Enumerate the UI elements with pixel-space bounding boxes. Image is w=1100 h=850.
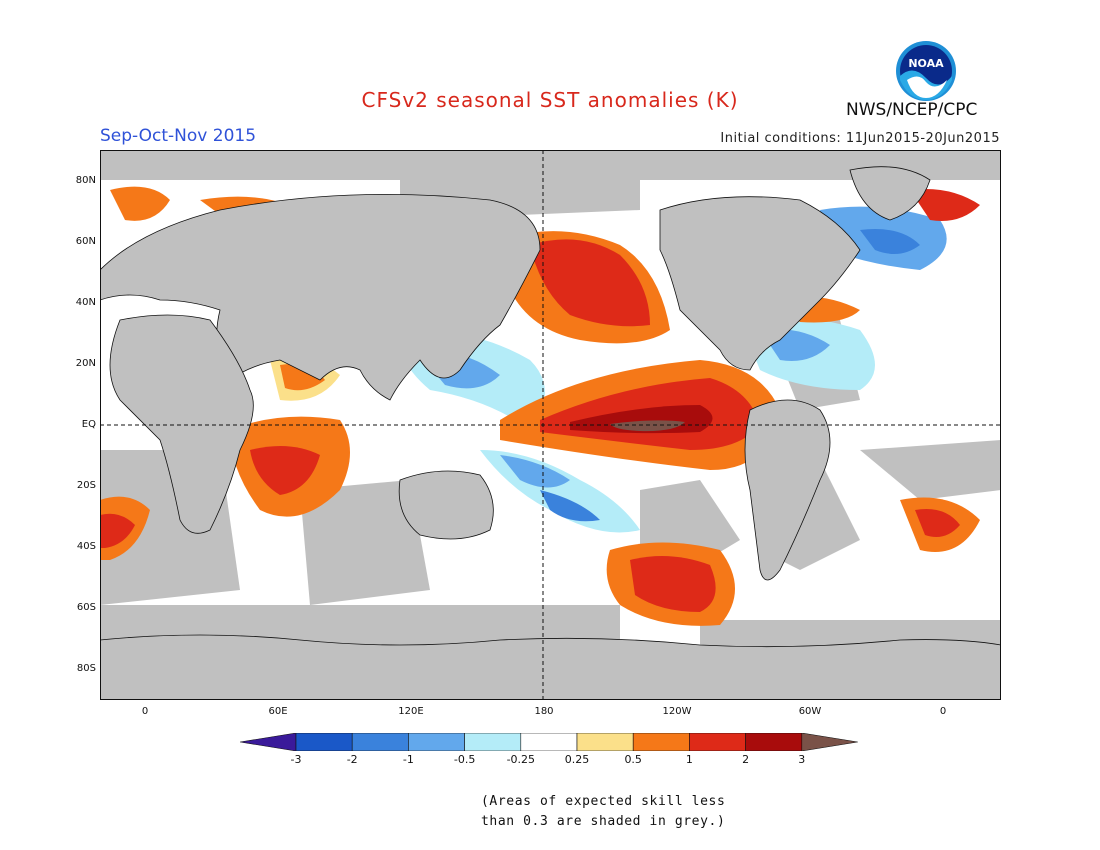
colorbar-tick-label: 1 bbox=[685, 753, 693, 766]
agency-label: NWS/NCEP/CPC bbox=[846, 100, 978, 120]
lon-label-60e: 60E bbox=[268, 706, 288, 717]
colorbar-segment bbox=[689, 733, 746, 751]
lon-label-0-east: 0 bbox=[939, 706, 947, 717]
colorbar-segment bbox=[801, 733, 858, 751]
colorbar-tick-label: 3 bbox=[798, 753, 806, 766]
colorbar-tick-label: 0.5 bbox=[624, 753, 642, 766]
lat-label-40n: 40N bbox=[75, 297, 96, 308]
logo-text: NOAA bbox=[908, 57, 944, 70]
lat-label-60n: 60N bbox=[75, 236, 96, 247]
lon-label-180: 180 bbox=[534, 706, 554, 717]
colorbar-segment bbox=[464, 733, 522, 751]
season-label: Sep-Oct-Nov 2015 bbox=[100, 126, 257, 146]
lat-label-80s: 80S bbox=[76, 663, 96, 674]
lon-label-60w: 60W bbox=[798, 706, 822, 717]
colorbar-tick-label: 0.25 bbox=[564, 753, 590, 766]
colorbar-segment bbox=[576, 733, 634, 751]
colorbar-segment bbox=[408, 733, 465, 751]
footnote: (Areas of expected skill less than 0.3 a… bbox=[481, 792, 725, 832]
lat-label-20n: 20N bbox=[75, 358, 96, 369]
lat-label-60s: 60S bbox=[76, 602, 96, 613]
colorbar-tick-label: -2 bbox=[346, 753, 358, 766]
colorbar-segment bbox=[295, 733, 353, 751]
colorbar-tick-label: -0.25 bbox=[506, 753, 536, 766]
colorbar-tick-label: -1 bbox=[402, 753, 414, 766]
colorbar-segment bbox=[240, 733, 297, 751]
colorbar-segment bbox=[632, 733, 690, 751]
lon-label-0: 0 bbox=[141, 706, 149, 717]
colorbar-tick-label: -0.5 bbox=[453, 753, 476, 766]
colorbar-tick-label: 2 bbox=[742, 753, 750, 766]
lat-label-eq: EQ bbox=[81, 419, 96, 430]
initial-conditions-label: Initial conditions: 11Jun2015-20Jun2015 bbox=[720, 131, 1000, 146]
sst-anomaly-map bbox=[100, 150, 1001, 700]
footnote-line-1: (Areas of expected skill less bbox=[481, 794, 726, 809]
continents bbox=[100, 166, 1001, 700]
map-frame bbox=[100, 150, 1001, 700]
colorbar-segment bbox=[745, 733, 803, 751]
lon-label-120e: 120E bbox=[398, 706, 424, 717]
chart-title: CFSv2 seasonal SST anomalies (K) bbox=[361, 88, 739, 112]
lat-label-40s: 40S bbox=[76, 541, 96, 552]
colorbar bbox=[240, 733, 858, 751]
colorbar-tick-label: -3 bbox=[290, 753, 302, 766]
lat-label-80n: 80N bbox=[75, 175, 96, 186]
colorbar-segment bbox=[351, 733, 409, 751]
noaa-logo-icon: NOAA bbox=[896, 41, 956, 101]
footnote-line-2: than 0.3 are shaded in grey.) bbox=[481, 814, 726, 829]
lat-label-20s: 20S bbox=[76, 480, 96, 491]
lon-label-120w: 120W bbox=[662, 706, 692, 717]
colorbar-segment bbox=[520, 733, 578, 751]
